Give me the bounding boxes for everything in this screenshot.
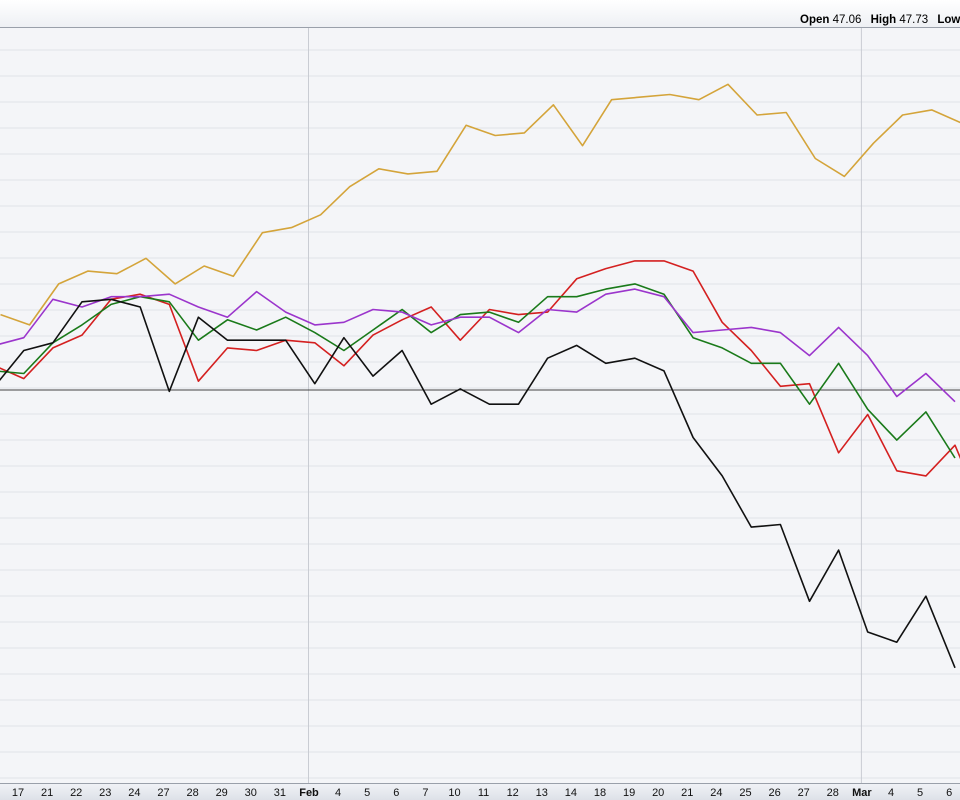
- open-label: Open: [800, 14, 830, 26]
- x-tick-label: 11: [478, 787, 489, 799]
- x-tick-label: 6: [946, 787, 952, 799]
- x-tick-label: 17: [12, 787, 24, 799]
- price-summary: Open 47.06 High 47.73 Low 46: [800, 14, 960, 26]
- series-line-5[interactable]: [0, 298, 956, 669]
- x-tick-label: 20: [652, 787, 664, 799]
- chart-header-bar: Open 47.06 High 47.73 Low 46: [0, 0, 960, 28]
- open-value: 47.06: [832, 14, 862, 26]
- x-tick-label: 27: [157, 787, 169, 799]
- x-axis-labels: 17 21 22 23 24 27 28 29 30 31 Feb 4 5 6 7 10 11 12 13 14 18 1…: [12, 787, 952, 799]
- x-tick-label: 14: [565, 787, 577, 799]
- x-tick-label: 10: [448, 787, 460, 799]
- x-tick-label: 13: [536, 787, 548, 799]
- x-tick-label: 5: [364, 787, 370, 799]
- high-value: 47.73: [899, 14, 929, 26]
- x-tick-label: 12: [507, 787, 519, 799]
- x-tick-label: 4: [335, 787, 341, 799]
- x-tick-label: 24: [128, 787, 140, 799]
- x-tick-label: 6: [393, 787, 399, 799]
- x-tick-label: 28: [827, 787, 839, 799]
- x-tick-label: 21: [41, 787, 53, 799]
- series-line-3[interactable]: [0, 283, 956, 459]
- series-line-4[interactable]: [0, 288, 956, 403]
- x-tick-label: 23: [99, 787, 111, 799]
- x-tick-label: 29: [216, 787, 228, 799]
- x-tick-label: 24: [710, 787, 722, 799]
- x-axis-bar: [0, 783, 960, 800]
- high-label: High: [870, 14, 897, 26]
- series-line-2[interactable]: [0, 260, 960, 514]
- x-tick-label: 4: [888, 787, 894, 799]
- x-tick-label: 26: [768, 787, 780, 799]
- x-tick-label: 19: [623, 787, 635, 799]
- x-tick-label: 5: [917, 787, 923, 799]
- grid-lines: [0, 28, 960, 783]
- x-tick-label: 30: [245, 787, 257, 799]
- x-tick-label: 25: [739, 787, 751, 799]
- x-tick-label: 28: [186, 787, 198, 799]
- x-tick-label: 31: [274, 787, 286, 799]
- x-tick-label: 27: [798, 787, 810, 799]
- x-tick-label: 21: [681, 787, 693, 799]
- x-tick-label: Feb: [299, 787, 319, 799]
- x-tick-label: 7: [422, 787, 428, 799]
- x-tick-label: Mar: [852, 787, 872, 799]
- series-lines: [0, 83, 960, 669]
- low-label: Low: [937, 14, 960, 26]
- series-line-1[interactable]: [0, 83, 960, 326]
- x-tick-label: 18: [594, 787, 606, 799]
- x-tick-label: 22: [70, 787, 82, 799]
